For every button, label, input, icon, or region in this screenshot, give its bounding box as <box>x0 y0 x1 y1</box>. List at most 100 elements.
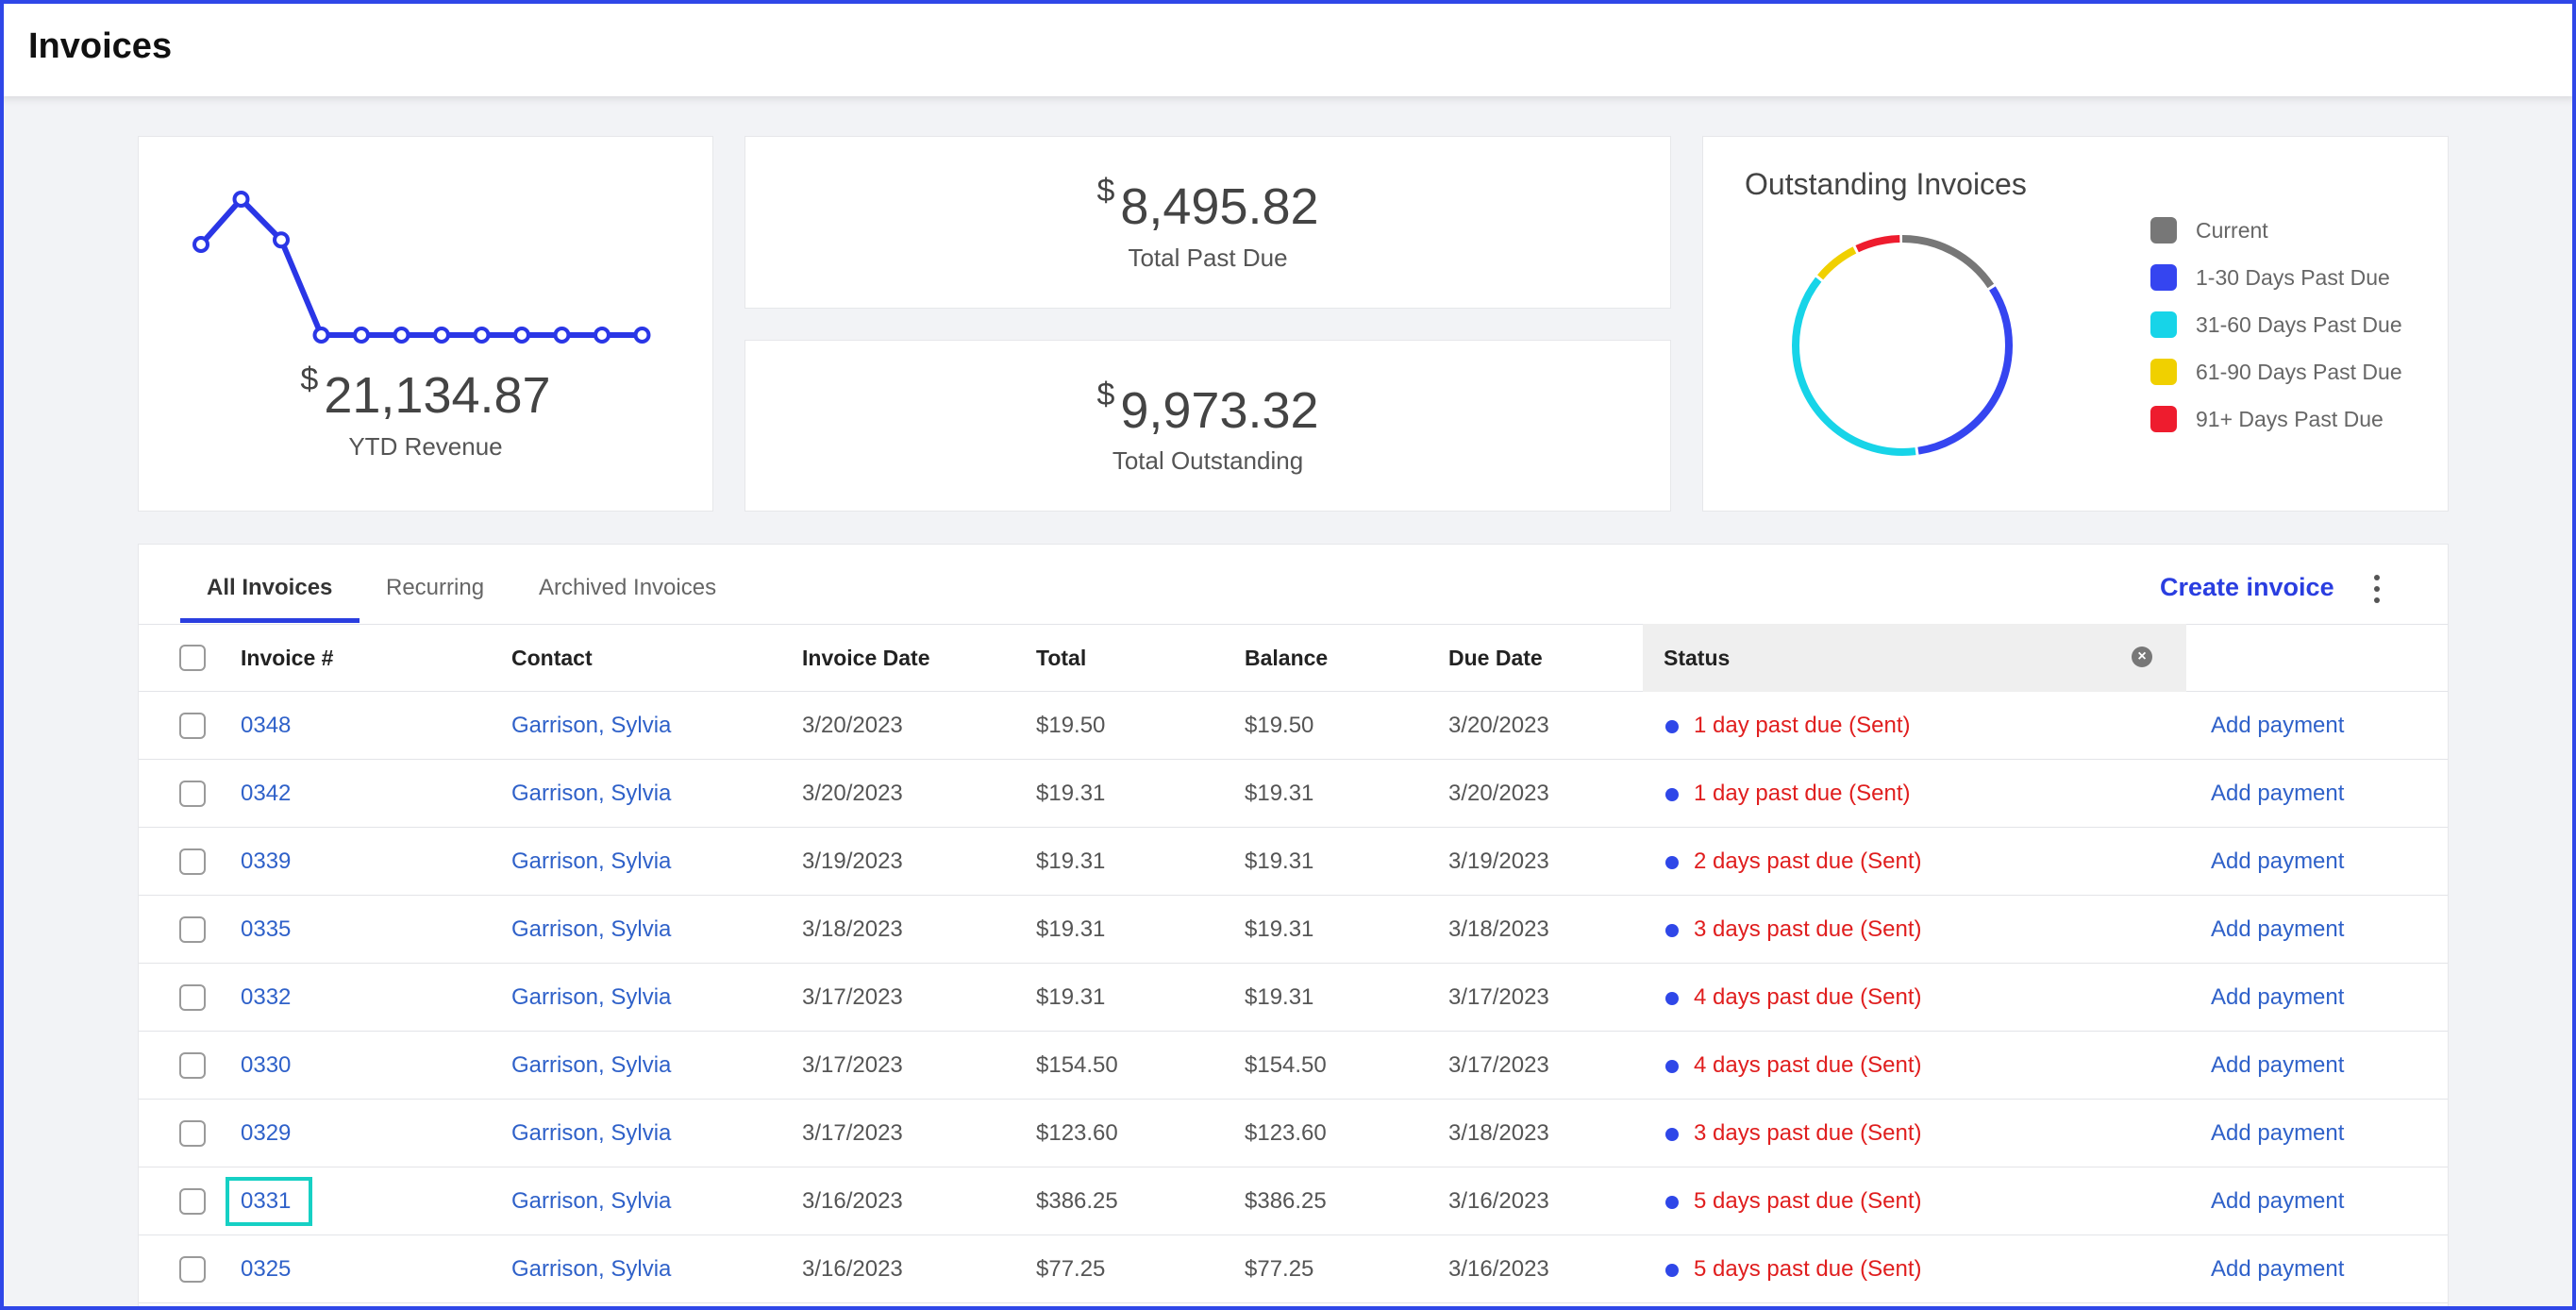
add-payment-link[interactable]: Add payment <box>2211 1256 2345 1282</box>
contact-link[interactable]: Garrison, Sylvia <box>511 916 672 942</box>
row-checkbox[interactable] <box>179 781 206 807</box>
contact-link[interactable]: Garrison, Sylvia <box>511 1256 672 1282</box>
legend-item: 61-90 Days Past Due <box>2150 348 2402 395</box>
column-invoice[interactable]: Invoice # <box>241 646 334 670</box>
legend-item: 91+ Days Past Due <box>2150 395 2402 443</box>
add-payment-link[interactable]: Add payment <box>2211 1120 2345 1146</box>
status-dot <box>1665 992 1679 1005</box>
status-dot <box>1665 924 1679 937</box>
legend-swatch <box>2150 406 2177 432</box>
row-checkbox[interactable] <box>179 916 206 943</box>
clear-sort-icon[interactable]: × <box>2132 647 2152 667</box>
add-payment-link[interactable]: Add payment <box>2211 848 2345 874</box>
add-payment-link[interactable]: Add payment <box>2211 781 2345 806</box>
row-checkbox[interactable] <box>179 1052 206 1079</box>
column-balance[interactable]: Balance <box>1245 646 1329 670</box>
sparkline-point <box>312 327 330 344</box>
sparkline-point <box>473 327 491 344</box>
legend-item: 31-60 Days Past Due <box>2150 301 2402 348</box>
sparkline-point <box>594 327 611 344</box>
status-text: 3 days past due (Sent) <box>1694 1120 1922 1146</box>
status-dot <box>1665 1128 1679 1141</box>
legend-swatch <box>2150 359 2177 385</box>
column-contact[interactable]: Contact <box>511 646 593 670</box>
invoice-balance: $123.60 <box>1245 1120 1327 1146</box>
invoice-number-link[interactable]: 0331 <box>241 1188 292 1214</box>
invoice-balance: $19.50 <box>1245 713 1314 738</box>
sparkline-point <box>273 231 290 249</box>
due-date: 3/18/2023 <box>1448 1120 1549 1146</box>
legend-item: 1-30 Days Past Due <box>2150 254 2402 301</box>
due-date: 3/18/2023 <box>1448 916 1549 942</box>
invoice-number-link[interactable]: 0342 <box>241 781 292 806</box>
row-checkbox[interactable] <box>179 713 206 739</box>
table-row: 0339 Garrison, Sylvia 3/19/2023 $19.31 $19.3… <box>139 828 2448 896</box>
row-checkbox[interactable] <box>179 984 206 1011</box>
row-checkbox[interactable] <box>179 1256 206 1283</box>
status-dot <box>1665 788 1679 801</box>
outstanding-amount: $9,973.32 <box>745 377 1670 440</box>
focus-ring <box>226 1177 312 1226</box>
invoice-number-link[interactable]: 0335 <box>241 916 292 942</box>
row-checkbox[interactable] <box>179 1120 206 1147</box>
outstanding-label: Total Outstanding <box>1112 446 1304 475</box>
currency-symbol: $ <box>300 361 319 397</box>
page-title: Invoices <box>28 26 173 66</box>
contact-link[interactable]: Garrison, Sylvia <box>511 984 672 1010</box>
outstanding-invoices-card: Outstanding Invoices Current 1-30 Days Pa… <box>1702 136 2449 512</box>
invoice-number-link[interactable]: 0330 <box>241 1052 292 1078</box>
invoice-date: 3/17/2023 <box>802 984 903 1010</box>
status-text: 4 days past due (Sent) <box>1694 984 1922 1010</box>
invoice-number-link[interactable]: 0339 <box>241 848 292 874</box>
table-row: 0335 Garrison, Sylvia 3/18/2023 $19.31 $19.3… <box>139 896 2448 964</box>
due-date: 3/17/2023 <box>1448 1052 1549 1078</box>
past-due-amount: $8,495.82 <box>745 173 1670 236</box>
invoice-number-link[interactable]: 0329 <box>241 1120 292 1146</box>
invoice-number-link[interactable]: 0348 <box>241 713 292 738</box>
tab-archived-invoices[interactable]: Archived Invoices <box>539 575 717 600</box>
invoices-table-card: All Invoices Recurring Archived Invoices… <box>138 544 2449 1310</box>
donut-segment <box>1792 235 2013 456</box>
create-invoice-button[interactable]: Create invoice <box>2160 573 2334 601</box>
select-all-checkbox[interactable] <box>179 645 206 671</box>
invoice-number-link[interactable]: 0332 <box>241 984 292 1010</box>
invoice-date: 3/17/2023 <box>802 1052 903 1078</box>
legend-swatch <box>2150 264 2177 291</box>
add-payment-link[interactable]: Add payment <box>2211 713 2345 738</box>
add-payment-link[interactable]: Add payment <box>2211 984 2345 1010</box>
row-checkbox[interactable] <box>179 1188 206 1215</box>
due-date: 3/20/2023 <box>1448 781 1549 806</box>
more-vertical-icon[interactable] <box>2371 575 2383 605</box>
invoice-number-link[interactable]: 0325 <box>241 1256 292 1282</box>
status-text: 1 day past due (Sent) <box>1694 781 1911 806</box>
ytd-sparkline <box>192 191 651 344</box>
invoice-balance: $19.31 <box>1245 984 1314 1010</box>
add-payment-link[interactable]: Add payment <box>2211 916 2345 942</box>
contact-link[interactable]: Garrison, Sylvia <box>511 1052 672 1078</box>
contact-link[interactable]: Garrison, Sylvia <box>511 781 672 806</box>
invoice-date: 3/16/2023 <box>802 1256 903 1282</box>
column-due-date[interactable]: Due Date <box>1448 646 1543 670</box>
add-payment-link[interactable]: Add payment <box>2211 1052 2345 1078</box>
invoice-date: 3/20/2023 <box>802 713 903 738</box>
column-status[interactable]: Status <box>1664 646 1731 670</box>
row-checkbox[interactable] <box>179 848 206 875</box>
invoice-total: $19.31 <box>1036 916 1106 942</box>
currency-symbol: $ <box>1096 377 1115 412</box>
contact-link[interactable]: Garrison, Sylvia <box>511 848 672 874</box>
tab-recurring[interactable]: Recurring <box>386 575 485 600</box>
contact-link[interactable]: Garrison, Sylvia <box>511 1188 672 1214</box>
currency-symbol: $ <box>1096 173 1115 209</box>
contact-link[interactable]: Garrison, Sylvia <box>511 713 672 738</box>
status-text: 5 days past due (Sent) <box>1694 1188 1922 1214</box>
table-row: 0325 Garrison, Sylvia 3/16/2023 $77.25 $77.2… <box>139 1235 2448 1303</box>
status-column-highlight <box>1643 624 2186 692</box>
due-date: 3/19/2023 <box>1448 848 1549 874</box>
column-invoice-date[interactable]: Invoice Date <box>802 646 930 670</box>
add-payment-link[interactable]: Add payment <box>2211 1188 2345 1214</box>
column-total[interactable]: Total <box>1036 646 1087 670</box>
invoice-total: $154.50 <box>1036 1052 1118 1078</box>
tab-all-invoices[interactable]: All Invoices <box>207 575 333 600</box>
contact-link[interactable]: Garrison, Sylvia <box>511 1120 672 1146</box>
status-dot <box>1665 1060 1679 1073</box>
